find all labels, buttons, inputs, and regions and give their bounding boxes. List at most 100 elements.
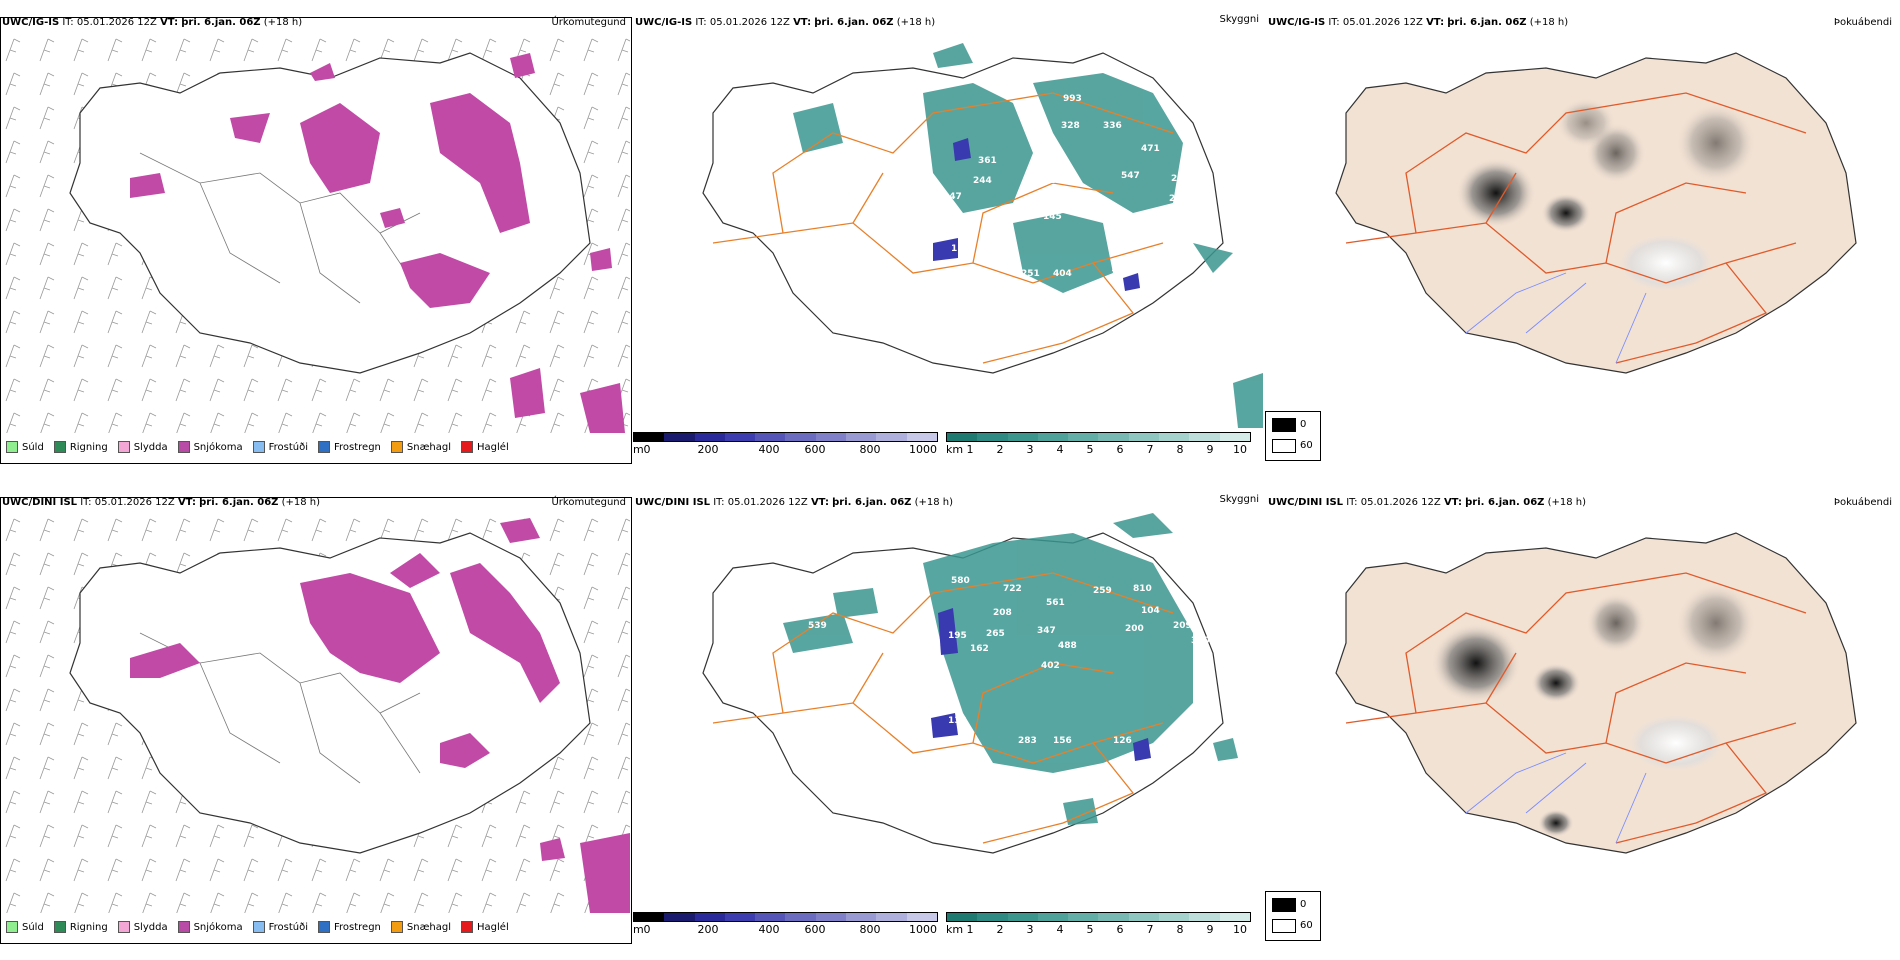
colorbar-tick: 6: [1116, 443, 1124, 456]
lead-time: (+18 h): [896, 17, 936, 28]
iceland-land: [1335, 532, 1857, 854]
vt-label: VT:: [810, 497, 829, 508]
fog-area: [1556, 98, 1616, 148]
ceiling-colorbar-bar: [633, 432, 938, 442]
legend-label: Súld: [22, 441, 44, 453]
colorbar-tick: 9: [1206, 443, 1214, 456]
colorbar-tick: 1000: [909, 923, 937, 936]
fog-area: [1531, 663, 1581, 703]
ceiling-value: 178: [1111, 269, 1130, 279]
fog-area: [1676, 103, 1756, 183]
product-type: Þokuábendi: [1833, 17, 1892, 28]
legend-item: Haglél: [461, 441, 509, 453]
fog-area: [1431, 623, 1521, 703]
precip-type-map: [0, 513, 630, 913]
ceiling-value: 265: [986, 629, 1005, 639]
ceiling-value: 993: [1063, 94, 1082, 104]
model-name: UWC/IG-IS: [635, 17, 693, 28]
model-name: UWC/DINI ISL: [1268, 497, 1344, 508]
colorbar-tick: 8: [1176, 443, 1184, 456]
legend-item: Slydda: [117, 441, 168, 453]
ceiling-value: 244: [973, 176, 992, 186]
fog-area: [1616, 233, 1716, 293]
legend-swatch: [318, 921, 330, 933]
colorbar-tick: 0: [643, 443, 651, 456]
ceiling-value: 247: [943, 192, 962, 202]
visibility-colorbar-bar: [946, 912, 1251, 922]
visibility-panel-top: UWC/IG-IS IT: 05.01.2026 12Z VT: þri. 6.…: [633, 14, 1321, 480]
legend-swatch: [117, 441, 130, 453]
fog-legend-value: 60: [1300, 920, 1313, 931]
legend-label: Frostregn: [334, 441, 381, 453]
fog-legend: 0 60: [1265, 411, 1321, 461]
ceiling-value: 218: [1171, 174, 1190, 184]
legend-label: Snjókoma: [193, 921, 243, 933]
ceiling-value: 162: [970, 644, 989, 654]
visibility-map: 580 722 259 810 322 539 208 561 104 209 …: [702, 513, 1238, 854]
legend-item: Rigning: [53, 441, 108, 453]
colorbar-tick: 400: [758, 443, 780, 456]
ceiling-value: 328: [1061, 121, 1080, 131]
roads: [1345, 92, 1807, 364]
fog-area: [1456, 158, 1536, 228]
fog-area: [1586, 593, 1646, 653]
ceiling-value: 259: [1093, 586, 1112, 596]
ceiling-value: 209: [1173, 621, 1192, 631]
panel-title: UWC/IG-IS IT: 05.01.2026 12Z VT: þri. 6.…: [1268, 17, 1568, 28]
colorbar-unit: km: [946, 443, 964, 456]
init-time: 05.01.2026 12Z: [94, 497, 175, 508]
ceiling-value: 988: [805, 164, 824, 174]
legend-label: Frostregn: [334, 921, 381, 933]
ceiling-value: 104: [1141, 606, 1160, 616]
ceiling-value: 488: [1058, 641, 1077, 651]
fog-panel-bottom: UWC/DINI ISL IT: 05.01.2026 12Z VT: þri.…: [1266, 497, 1898, 960]
fog-area: [1538, 809, 1574, 837]
ceiling-value: 810: [1133, 584, 1152, 594]
lead-time: (+18 h): [281, 497, 321, 508]
legend-item: Súld: [6, 921, 44, 933]
vt-label: VT:: [1426, 17, 1445, 28]
product-type: Úrkomutegund: [551, 17, 626, 28]
colorbar-tick: 200: [697, 443, 719, 456]
vt-label: VT:: [177, 497, 196, 508]
model-name: UWC/IG-IS: [1268, 17, 1326, 28]
vt-label: VT:: [1443, 497, 1462, 508]
colorbar-tick: 2: [996, 923, 1004, 936]
init-time: 05.01.2026 12Z: [1342, 17, 1423, 28]
fog-panel-top: UWC/IG-IS IT: 05.01.2026 12Z VT: þri. 6.…: [1266, 17, 1898, 480]
colorbar-tick: 1: [966, 923, 974, 936]
precip-legend: Súld Rigning Slydda Snjókoma Frostúði Fr…: [6, 441, 509, 453]
legend-swatch: [390, 921, 403, 933]
fog-map: [1335, 52, 1857, 374]
roads: [139, 632, 421, 784]
fog-area: [1676, 583, 1756, 663]
lead-time: (+18 h): [1547, 497, 1587, 508]
colorbar-tick: 10: [1233, 923, 1247, 936]
ceiling-value: 322: [893, 604, 912, 614]
legend-item: Frostúði: [252, 441, 308, 453]
panel-title: UWC/IG-IS IT: 05.01.2026 12Z VT: þri. 6.…: [635, 17, 935, 28]
ceiling-value: 111: [951, 244, 970, 254]
ceiling-value: 251: [1021, 269, 1040, 279]
colorbar-tick: 7: [1146, 443, 1154, 456]
legend-label: Snjókoma: [193, 441, 243, 453]
product-type: Úrkomutegund: [551, 497, 626, 508]
colorbar-unit: m: [633, 443, 644, 456]
product-type: Skyggni: [1219, 14, 1259, 25]
legend-label: Frostúði: [268, 921, 308, 933]
precip-type-panel-top: UWC/IG-IS IT: 05.01.2026 12Z VT: þri. 6.…: [0, 17, 632, 480]
legend-label: Rigning: [69, 921, 108, 933]
it-label: IT:: [713, 497, 725, 508]
lead-time: (+18 h): [1529, 17, 1569, 28]
ceiling-value: 402: [1041, 661, 1060, 671]
legend-item: Slydda: [117, 921, 168, 933]
panel-title: UWC/DINI ISL IT: 05.01.2026 12Z VT: þri.…: [1268, 497, 1586, 508]
colorbar-tick: 800: [859, 923, 881, 936]
init-time: 05.01.2026 12Z: [76, 17, 157, 28]
legend-label: Haglél: [477, 441, 509, 453]
fog-legend: 0 60: [1265, 891, 1321, 941]
legend-item: Frostúði: [252, 921, 308, 933]
legend-swatch: [252, 441, 265, 453]
colorbar-tick: 0: [643, 923, 651, 936]
colorbar-tick: 5: [1086, 923, 1094, 936]
